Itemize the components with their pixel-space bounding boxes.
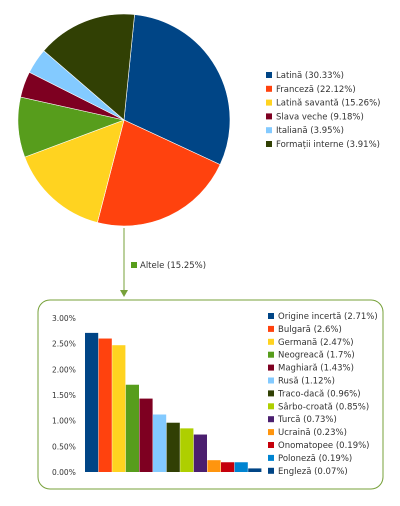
pie-legend-swatch xyxy=(266,85,272,92)
pie-legend-label: Latină (30.33%) xyxy=(276,71,344,81)
bar-legend-label: Origine incertă (2.71%) xyxy=(278,312,378,322)
bar-ucraina xyxy=(207,460,221,472)
explode-arrowhead xyxy=(120,290,128,297)
bar-legend-label: Maghiară (1.43%) xyxy=(278,364,354,374)
bar-legend-label: Poloneză (0.19%) xyxy=(278,454,352,464)
bar-engleza xyxy=(248,468,262,472)
pie-slice-latina-savanta xyxy=(24,119,125,223)
exploded-slice-label: Altele (15.25%) xyxy=(140,261,206,271)
y-tick-label: 0.50% xyxy=(52,442,76,451)
bar-neogreaca xyxy=(125,384,139,472)
bar-germana xyxy=(112,345,126,472)
bar-legend-swatch xyxy=(268,313,274,319)
bar-chart xyxy=(85,332,262,472)
bar-rusa xyxy=(153,414,167,472)
pie-slice-franceza xyxy=(97,119,221,227)
bar-onomatopee xyxy=(221,462,235,472)
bar-legend-swatch xyxy=(268,416,274,423)
y-tick-label: 1.00% xyxy=(52,417,76,426)
bar-legend-swatch xyxy=(268,364,274,371)
bar-legend-label: Traco-dacă (0.96%) xyxy=(277,389,361,399)
bar-legend-swatch xyxy=(268,442,274,448)
bar-turca xyxy=(193,434,207,472)
pie-legend-label: Franceză (22.12%) xyxy=(276,85,356,95)
bar-legend-swatch xyxy=(268,429,274,436)
pie-legend-label: Latină savantă (15.26%) xyxy=(276,99,381,109)
bar-legend-label: Sârbo-croată (0.85%) xyxy=(278,402,369,412)
y-tick-label: 3.00% xyxy=(52,314,76,323)
bar-legend-label: Onomatopee (0.19%) xyxy=(278,441,370,451)
pie-legend: Latină (30.33%) Franceză (22.12%) Latină s… xyxy=(266,71,381,150)
bar-legend: Origine incertă (2.71%) Bulgară (2.6%) Ger… xyxy=(268,312,378,477)
pie-legend-swatch xyxy=(266,72,272,78)
pie-legend-swatch xyxy=(266,127,272,134)
pie-legend-swatch xyxy=(266,99,272,106)
pie-legend-label: Formații interne (3.91%) xyxy=(276,140,380,150)
y-tick-label: 0.00% xyxy=(52,468,76,477)
exploded-slice-swatch xyxy=(131,262,137,268)
bar-sarbo-croata xyxy=(180,428,194,472)
bar-legend-swatch xyxy=(268,467,274,474)
bar-legend-label: Ucraină (0.23%) xyxy=(278,428,347,438)
bar-origine-incerta xyxy=(85,332,99,472)
y-tick-label: 1.50% xyxy=(52,391,76,400)
pie-legend-swatch xyxy=(266,113,272,120)
bar-y-axis: 3.00% 2.50% 2.00% 1.50% 1.00% 0.50% 0.00% xyxy=(52,314,76,477)
bar-legend-swatch xyxy=(268,338,274,345)
bar-legend-swatch xyxy=(268,325,274,332)
bar-legend-swatch xyxy=(268,403,274,410)
bar-legend-label: Germană (2.47%) xyxy=(278,338,354,348)
pie-chart xyxy=(17,13,231,227)
bar-legend-swatch xyxy=(268,454,274,461)
bar-maghiara xyxy=(139,398,153,472)
pie-slice-altele xyxy=(43,13,135,121)
bar-legend-label: Bulgară (2.6%) xyxy=(278,325,342,335)
bar-chart-frame xyxy=(37,299,384,490)
pie-legend-label: Slava veche (9.18%) xyxy=(276,112,364,122)
bar-legend-label: Rusă (1.12%) xyxy=(278,377,335,387)
y-tick-label: 2.50% xyxy=(52,340,76,349)
bar-legend-swatch xyxy=(268,390,274,397)
bar-traco-daca xyxy=(166,422,180,472)
bar-legend-swatch xyxy=(268,377,274,384)
pie-slice-latina xyxy=(123,14,231,166)
bar-legend-label: Engleză (0.07%) xyxy=(278,467,348,477)
pie-legend-label: Italiană (3.95%) xyxy=(276,126,344,136)
bar-legend-label: Turcă (0.73%) xyxy=(277,415,337,425)
bar-bulgara xyxy=(98,338,112,472)
pie-legend-swatch xyxy=(266,141,272,147)
bar-poloneza xyxy=(234,462,248,472)
bar-legend-label: Neogreacă (1.7%) xyxy=(278,351,355,361)
bar-legend-swatch xyxy=(268,351,274,358)
y-tick-label: 2.00% xyxy=(52,365,76,374)
